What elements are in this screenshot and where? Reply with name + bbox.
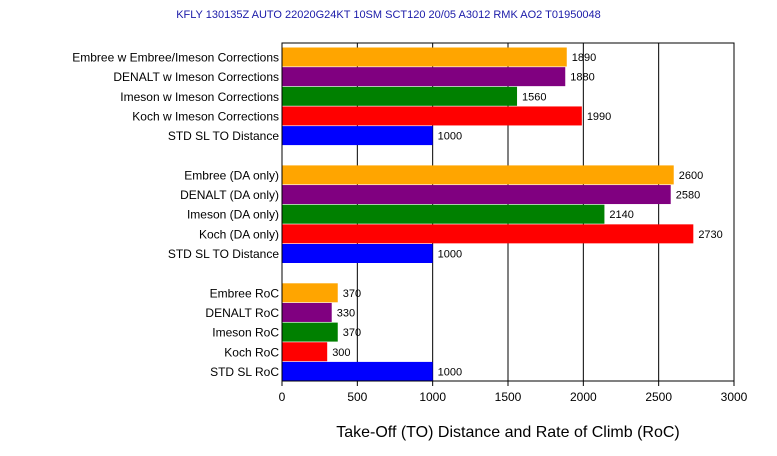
x-tick-label: 2500	[645, 390, 672, 404]
category-label: Koch (DA only)	[199, 227, 279, 241]
category-label: Koch RoC	[224, 345, 279, 359]
category-label: DENALT (DA only)	[180, 188, 279, 202]
x-tick-label: 1000	[419, 390, 446, 404]
x-tick-label: 1500	[495, 390, 522, 404]
category-label: Embree w Embree/Imeson Corrections	[72, 51, 279, 65]
value-label: 300	[332, 347, 350, 359]
value-label: 2600	[679, 170, 703, 182]
value-label: 1000	[438, 131, 462, 143]
category-label: Imeson RoC	[212, 326, 279, 340]
value-label: 1890	[572, 52, 596, 64]
value-label: 370	[343, 288, 361, 300]
bar	[282, 106, 582, 126]
value-label: 370	[343, 327, 361, 339]
x-tick-label: 2000	[570, 390, 597, 404]
bar	[282, 67, 566, 87]
category-label: STD SL RoC	[210, 365, 279, 379]
category-label: DENALT w Imeson Corrections	[113, 70, 279, 84]
bar	[282, 86, 518, 106]
bar	[282, 47, 567, 67]
value-label: 1000	[438, 249, 462, 261]
x-tick-label: 3000	[721, 390, 748, 404]
value-label: 2730	[698, 229, 722, 241]
labels: 0 500 1000 1500 2000 2500 3000 Embree w Embree/…	[72, 51, 747, 405]
value-label: 1990	[587, 111, 611, 123]
value-label: 1880	[570, 72, 594, 84]
bar	[282, 204, 605, 224]
category-label: DENALT RoC	[205, 306, 279, 320]
category-label: Koch w Imeson Corrections	[132, 109, 279, 123]
chart-title: KFLY 130135Z AUTO 22020G24KT 10SM SCT120…	[176, 9, 601, 21]
plot-frame	[281, 42, 735, 386]
bar	[282, 244, 433, 263]
plot-border	[281, 42, 735, 382]
value-label: 330	[337, 307, 355, 319]
bar	[282, 322, 338, 342]
value-label: 2580	[676, 190, 700, 202]
bar	[282, 342, 328, 362]
category-label: STD SL TO Distance	[168, 129, 279, 143]
bars	[282, 47, 694, 381]
bar	[282, 126, 433, 146]
value-label: 2140	[609, 209, 633, 221]
x-tick-label: 0	[279, 390, 286, 404]
category-label: Imeson w Imeson Corrections	[120, 90, 279, 104]
value-label: 1000	[438, 366, 462, 378]
category-label: Embree RoC	[210, 286, 280, 300]
bar	[282, 361, 433, 381]
bar	[282, 185, 671, 205]
bar	[282, 302, 332, 322]
category-label: Embree (DA only)	[184, 168, 279, 182]
category-label: Imeson (DA only)	[187, 208, 279, 222]
x-tick-label: 500	[347, 390, 367, 404]
bar	[282, 224, 694, 244]
x-axis-title: Take-Off (TO) Distance and Rate of Climb…	[336, 424, 680, 441]
category-label: STD SL TO Distance	[168, 247, 279, 261]
bar	[282, 165, 674, 185]
value-label: 1560	[522, 91, 546, 103]
bar	[282, 283, 338, 303]
